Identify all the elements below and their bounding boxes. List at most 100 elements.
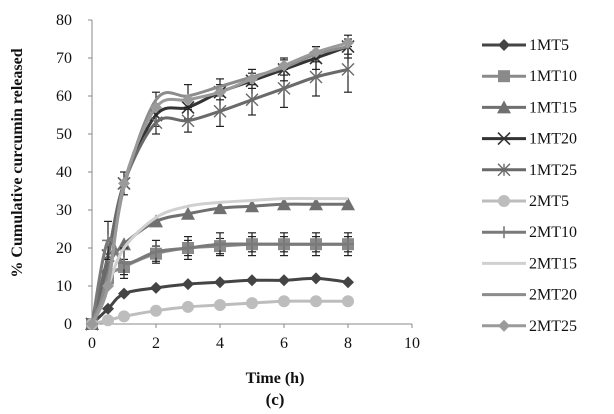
data-point xyxy=(341,197,355,211)
data-point xyxy=(214,276,226,289)
legend-label: 1MT10 xyxy=(529,68,577,85)
data-point xyxy=(245,199,259,213)
legend-item: 2MT10 xyxy=(482,224,577,241)
data-point xyxy=(246,72,258,85)
data-point xyxy=(309,197,323,211)
data-point xyxy=(214,299,226,311)
legend-marker xyxy=(498,195,510,207)
legend-label: 2MT20 xyxy=(529,287,577,304)
data-point xyxy=(118,310,130,323)
legend-marker xyxy=(497,163,511,177)
legend-item: 2MT25 xyxy=(482,318,577,335)
x-tick-label: 10 xyxy=(404,335,420,352)
series-1MT25 xyxy=(85,45,355,331)
data-point xyxy=(102,234,114,247)
data-point xyxy=(277,81,291,95)
legend-item: 1MT15 xyxy=(482,99,577,116)
data-point xyxy=(102,302,114,315)
data-point xyxy=(102,314,114,327)
series-line xyxy=(90,67,349,325)
legend-marker xyxy=(498,319,510,332)
data-point xyxy=(182,242,194,254)
legend-marker xyxy=(498,226,510,239)
plot-area xyxy=(85,34,355,331)
data-point xyxy=(213,104,227,118)
data-point xyxy=(181,206,195,220)
data-point xyxy=(277,197,291,211)
y-tick-label: 30 xyxy=(56,202,72,219)
legend-label: 1MT25 xyxy=(529,162,577,179)
chart-caption: (c) xyxy=(266,390,285,409)
data-point xyxy=(278,295,290,308)
data-point xyxy=(149,116,163,130)
legend-label: 1MT5 xyxy=(529,37,569,54)
data-point xyxy=(246,274,258,287)
x-tick-label: 6 xyxy=(280,335,288,352)
data-point xyxy=(117,237,131,251)
legend-item: 2MT15 xyxy=(482,255,577,272)
data-point xyxy=(150,304,162,317)
y-tick-label: 0 xyxy=(64,316,72,333)
data-point xyxy=(342,36,354,49)
data-point xyxy=(310,295,322,308)
series-line xyxy=(90,276,349,326)
legend-item: 1MT10 xyxy=(482,68,577,85)
series-2MT15 xyxy=(90,196,348,325)
data-point xyxy=(310,272,322,285)
y-tick-label: 60 xyxy=(56,88,72,105)
data-point xyxy=(102,280,114,292)
y-tick-label: 50 xyxy=(56,126,72,143)
y-tick-label: 40 xyxy=(56,164,72,181)
legend-item: 2MT5 xyxy=(482,193,569,210)
legend-label: 2MT25 xyxy=(529,318,577,335)
data-point xyxy=(150,281,162,294)
x-tick-label: 8 xyxy=(344,335,352,352)
y-tick-label: 80 xyxy=(56,12,72,29)
y-tick-label: 20 xyxy=(56,240,72,257)
legend-item: 1MT20 xyxy=(482,131,577,148)
data-point xyxy=(342,276,354,289)
data-point xyxy=(278,238,290,251)
data-point xyxy=(118,177,130,190)
data-point xyxy=(342,295,354,308)
data-point xyxy=(150,245,162,258)
x-tick-label: 2 xyxy=(152,335,160,352)
data-point xyxy=(246,297,258,310)
data-point xyxy=(245,93,259,107)
x-tick-label: 0 xyxy=(88,335,96,352)
data-point xyxy=(213,201,227,215)
series-line xyxy=(90,196,348,325)
legend-label: 1MT15 xyxy=(529,99,577,116)
legend-item: 1MT5 xyxy=(482,37,569,54)
data-point xyxy=(182,278,194,291)
data-point xyxy=(310,46,322,59)
data-point xyxy=(149,214,163,228)
data-point xyxy=(278,274,290,287)
series-1MT5 xyxy=(86,272,354,330)
data-point xyxy=(214,238,226,251)
legend-label: 2MT15 xyxy=(529,255,577,272)
data-point xyxy=(86,318,98,330)
legend-marker xyxy=(498,39,510,51)
y-tick-label: 70 xyxy=(56,50,72,67)
data-point xyxy=(341,62,355,76)
series-line xyxy=(91,299,348,326)
legend-marker xyxy=(497,132,511,146)
data-point xyxy=(310,238,322,251)
series-2MT25 xyxy=(86,36,354,330)
data-point xyxy=(182,300,194,313)
data-point xyxy=(181,114,195,128)
series-2MT10 xyxy=(86,220,354,330)
data-point xyxy=(342,238,354,251)
data-point xyxy=(118,287,130,300)
y-axis-label: % Cumulative curcumin released xyxy=(9,48,26,277)
legend: 1MT5 1MT10 1MT15 1MT20 1MT25 2MT5 2MT10 2MT15 2M… xyxy=(482,37,577,335)
series-line xyxy=(90,202,348,325)
legend-label: 1MT20 xyxy=(529,131,577,148)
data-point xyxy=(278,59,290,72)
data-point xyxy=(150,101,162,114)
x-axis-label: Time (h) xyxy=(246,370,305,387)
legend-item: 1MT25 xyxy=(482,162,577,179)
series-line xyxy=(90,41,349,325)
